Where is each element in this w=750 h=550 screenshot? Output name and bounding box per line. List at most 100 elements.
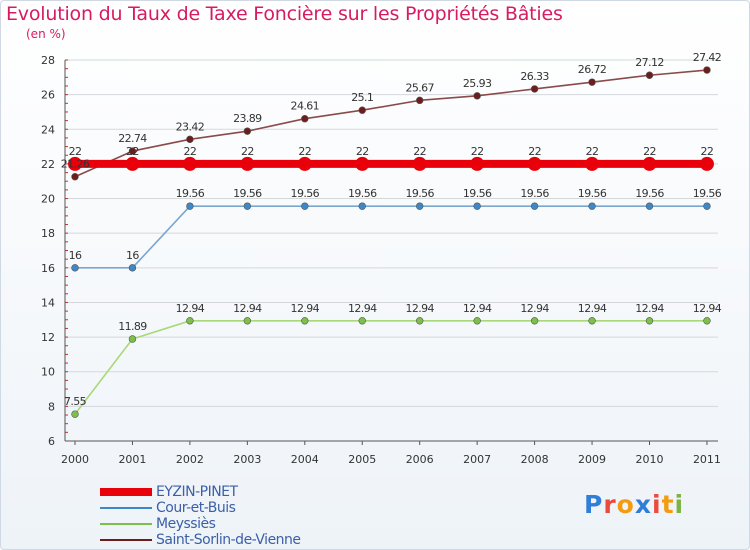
x-tick-label: 2001: [118, 453, 146, 466]
data-label: 12.94: [520, 302, 549, 315]
data-label: 19.56: [520, 187, 549, 200]
legend-label: Meyssiès: [156, 516, 216, 532]
data-label: 16: [126, 249, 139, 262]
logo-letter: i: [652, 490, 662, 519]
data-point: [530, 317, 539, 325]
x-tick-label: 2011: [693, 453, 721, 466]
logo-letter: i: [674, 490, 685, 519]
data-point: [301, 202, 309, 210]
y-axis-unit: (en %): [26, 27, 66, 41]
data-label: 22: [643, 145, 656, 158]
data-label: 22: [183, 145, 196, 158]
data-point: [186, 135, 194, 144]
data-point: [71, 173, 79, 181]
data-label: 22: [471, 145, 484, 158]
data-point: [186, 202, 194, 210]
data-point: [416, 317, 424, 325]
data-label: 19.56: [176, 187, 205, 200]
y-tick-label: 8: [48, 400, 55, 413]
y-tick-label: 26: [41, 89, 55, 102]
data-label: 7.55: [64, 395, 87, 408]
data-label: 22: [701, 145, 714, 158]
data-label: 11.89: [118, 320, 147, 333]
data-label: 19.56: [348, 187, 377, 200]
data-point: [125, 156, 140, 171]
data-point: [588, 202, 596, 210]
data-point: [68, 156, 82, 171]
proxiti-logo: Proxiti: [584, 490, 684, 519]
data-label: 22: [356, 145, 369, 158]
data-point: [470, 156, 485, 171]
x-tick-label: 2009: [578, 453, 606, 466]
data-point: [530, 85, 539, 93]
data-label: 25.67: [405, 81, 434, 94]
y-tick-label: 22: [41, 158, 55, 171]
data-label: 19.56: [635, 187, 664, 200]
logo-letter: t: [661, 490, 675, 519]
data-label: 21.26: [61, 158, 90, 171]
data-point: [358, 202, 366, 210]
legend-label: Cour-et-Buis: [156, 500, 236, 516]
data-label: 23.42: [176, 120, 205, 133]
y-tick-label: 18: [41, 227, 55, 240]
data-label: 19.56: [693, 187, 722, 200]
data-label: 22: [69, 145, 82, 158]
legend-swatch: [100, 539, 152, 541]
legend-item: EYZIN-PINET: [100, 484, 420, 500]
legend-item: Cour-et-Buis: [100, 500, 420, 516]
data-point: [186, 317, 194, 325]
chart-title: Evolution du Taux de Taxe Foncière sur l…: [6, 3, 563, 25]
data-label: 12.94: [635, 302, 664, 315]
data-point: [128, 264, 137, 272]
data-label: 22: [528, 145, 541, 158]
legend-swatch: [100, 488, 152, 496]
data-label: 19.56: [578, 187, 607, 200]
data-point: [645, 202, 654, 210]
data-point: [416, 202, 424, 210]
data-label: 12.94: [693, 302, 722, 315]
data-point: [530, 202, 539, 210]
data-label: 12.94: [291, 302, 320, 315]
x-tick-label: 2003: [233, 453, 261, 466]
logo-letter: x: [634, 490, 652, 519]
y-tick-label: 16: [41, 262, 55, 275]
data-point: [301, 115, 309, 123]
data-point: [703, 317, 711, 325]
data-point: [473, 317, 481, 325]
data-point: [301, 317, 309, 325]
data-point: [703, 202, 711, 210]
y-tick-label: 6: [48, 435, 55, 448]
legend-item: Meyssiès: [100, 516, 420, 532]
data-point: [645, 317, 654, 325]
data-point: [699, 156, 714, 171]
data-point: [71, 264, 79, 272]
data-point: [527, 156, 542, 171]
logo-letter: o: [616, 490, 635, 519]
data-label: 22: [241, 145, 254, 158]
legend-label: EYZIN-PINET: [156, 484, 238, 500]
data-label: 22.74: [118, 132, 147, 145]
legend-swatch: [100, 507, 152, 509]
x-tick-label: 2006: [406, 453, 434, 466]
y-tick-label: 10: [41, 366, 55, 379]
data-point: [416, 96, 424, 105]
y-tick-label: 14: [41, 296, 55, 309]
data-label: 12.94: [463, 302, 492, 315]
data-label: 22: [126, 145, 139, 158]
data-point: [128, 147, 137, 155]
data-label: 12.94: [233, 302, 262, 315]
data-label: 25.93: [463, 77, 492, 90]
data-point: [358, 106, 366, 114]
logo-letter: r: [603, 490, 617, 519]
data-point: [297, 156, 312, 171]
x-tick-label: 2005: [348, 453, 376, 466]
data-label: 19.56: [233, 187, 262, 200]
data-point: [473, 202, 481, 210]
legend-item: Saint-Sorlin-de-Vienne: [100, 532, 420, 548]
data-point: [588, 78, 596, 86]
y-tick-label: 20: [41, 193, 55, 206]
data-point: [243, 317, 252, 325]
data-point: [128, 335, 137, 343]
y-tick-label: 24: [41, 123, 55, 136]
